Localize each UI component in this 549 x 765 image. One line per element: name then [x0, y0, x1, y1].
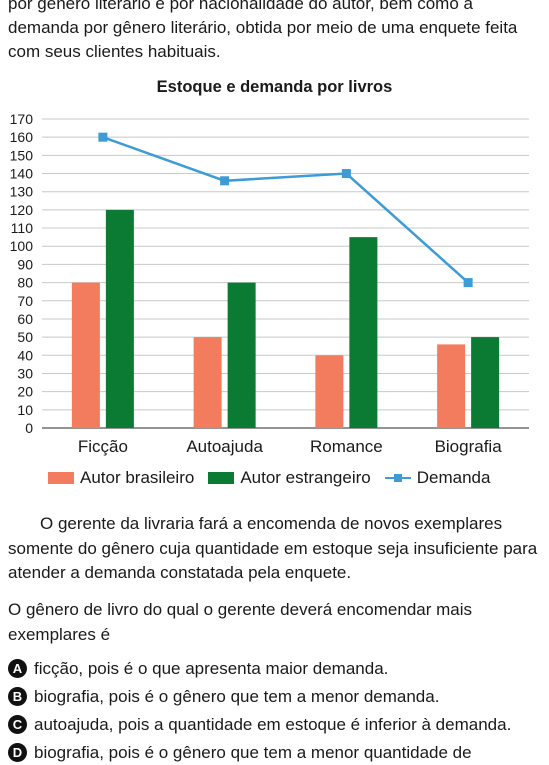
x-tick-label: Autoajuda: [186, 437, 263, 456]
option-c-letter: C: [8, 715, 27, 734]
y-tick-label: 100: [10, 238, 34, 254]
option-b[interactable]: B biografia, pois é o gênero que tem a m…: [8, 685, 543, 709]
x-axis-ticks: Ficção Autoajuda Romance Biografia: [78, 437, 502, 456]
y-tick-label: 150: [10, 147, 34, 163]
x-tick-label: Biografia: [435, 437, 503, 456]
legend-swatch-estrangeiro: [208, 472, 235, 484]
y-tick-label: 60: [17, 311, 33, 327]
x-tick-label: Ficção: [78, 437, 128, 456]
chart-legend: Autor brasileiro Autor estrangeiro Deman…: [48, 468, 504, 488]
option-b-letter: B: [8, 687, 27, 706]
y-tick-label: 80: [17, 275, 33, 291]
y-tick-label: 50: [17, 329, 33, 345]
demand-line-path: [102, 135, 469, 284]
y-tick-label: 40: [17, 347, 33, 363]
intro-text: por gênero literário e por nacionalidade…: [8, 0, 518, 61]
option-a[interactable]: A ficção, pois é o que apresenta maior d…: [8, 657, 543, 681]
demand-point: [463, 278, 473, 288]
legend-label-estrangeiro: Autor estrangeiro: [240, 468, 371, 487]
option-b-text: biografia, pois é o gênero que tem a men…: [34, 687, 440, 706]
legend-swatch-brasileiro: [48, 472, 74, 484]
legend-label-demanda: Demanda: [416, 468, 491, 487]
y-axis-ticks: 0 10 20 30 40 50 60 70 80 90 100 110 120 130 140 150 160…: [10, 111, 34, 436]
stock-demand-chart: 0 10 20 30 40 50 60 70 80 90 100 110 120 130 140 150 160…: [10, 111, 529, 456]
y-tick-label: 110: [11, 220, 34, 236]
demand-line: [98, 132, 473, 288]
demand-point: [220, 176, 230, 186]
legend-item-autor-brasileiro: Autor brasileiro: [48, 468, 194, 488]
bar-estrangeiro: [349, 237, 378, 428]
demand-point: [98, 132, 108, 142]
bar-estrangeiro: [227, 282, 256, 428]
demand-point: [341, 169, 351, 179]
paragraph-question: O gênero de livro do qual o gerente deve…: [8, 600, 473, 644]
chart-title: Estoque e demanda por livros: [156, 78, 393, 96]
bar-brasileiro: [193, 337, 222, 428]
option-d[interactable]: D biografia, pois é o gênero que tem a m…: [8, 741, 543, 765]
legend-label-brasileiro: Autor brasileiro: [80, 468, 195, 487]
y-tick-label: 20: [17, 384, 33, 400]
x-tick-label: Romance: [310, 437, 383, 456]
legend-item-autor-estrangeiro: Autor estrangeiro: [208, 468, 371, 488]
chart-bars: [71, 209, 500, 428]
bar-estrangeiro: [105, 209, 134, 428]
y-tick-label: 130: [10, 184, 34, 200]
option-c-text: autoajuda, pois a quantidade em estoque …: [34, 715, 512, 734]
y-tick-label: 10: [17, 402, 33, 418]
y-tick-label: 140: [10, 166, 34, 182]
y-tick-label: 170: [10, 111, 34, 127]
y-tick-label: 30: [17, 365, 33, 381]
y-tick-label: 70: [17, 293, 33, 309]
legend-swatch-demanda: [384, 472, 411, 484]
y-tick-label: 0: [25, 420, 33, 436]
option-d-text: biografia, pois é o gênero que tem a men…: [34, 743, 472, 762]
y-tick-label: 160: [10, 129, 34, 145]
option-d-letter: D: [8, 743, 27, 762]
y-tick-label: 90: [17, 256, 33, 272]
legend-item-demanda: Demanda: [384, 468, 491, 488]
paragraph-context: O gerente da livraria fará a encomenda d…: [8, 514, 538, 582]
y-tick-label: 120: [10, 202, 34, 218]
bar-brasileiro: [437, 344, 466, 428]
bar-brasileiro: [315, 355, 344, 428]
option-a-text: ficção, pois é o que apresenta maior dem…: [34, 659, 389, 678]
bar-brasileiro: [71, 282, 100, 428]
option-c[interactable]: C autoajuda, pois a quantidade em estoqu…: [8, 713, 543, 737]
bar-estrangeiro: [471, 337, 500, 428]
option-a-letter: A: [8, 659, 27, 678]
